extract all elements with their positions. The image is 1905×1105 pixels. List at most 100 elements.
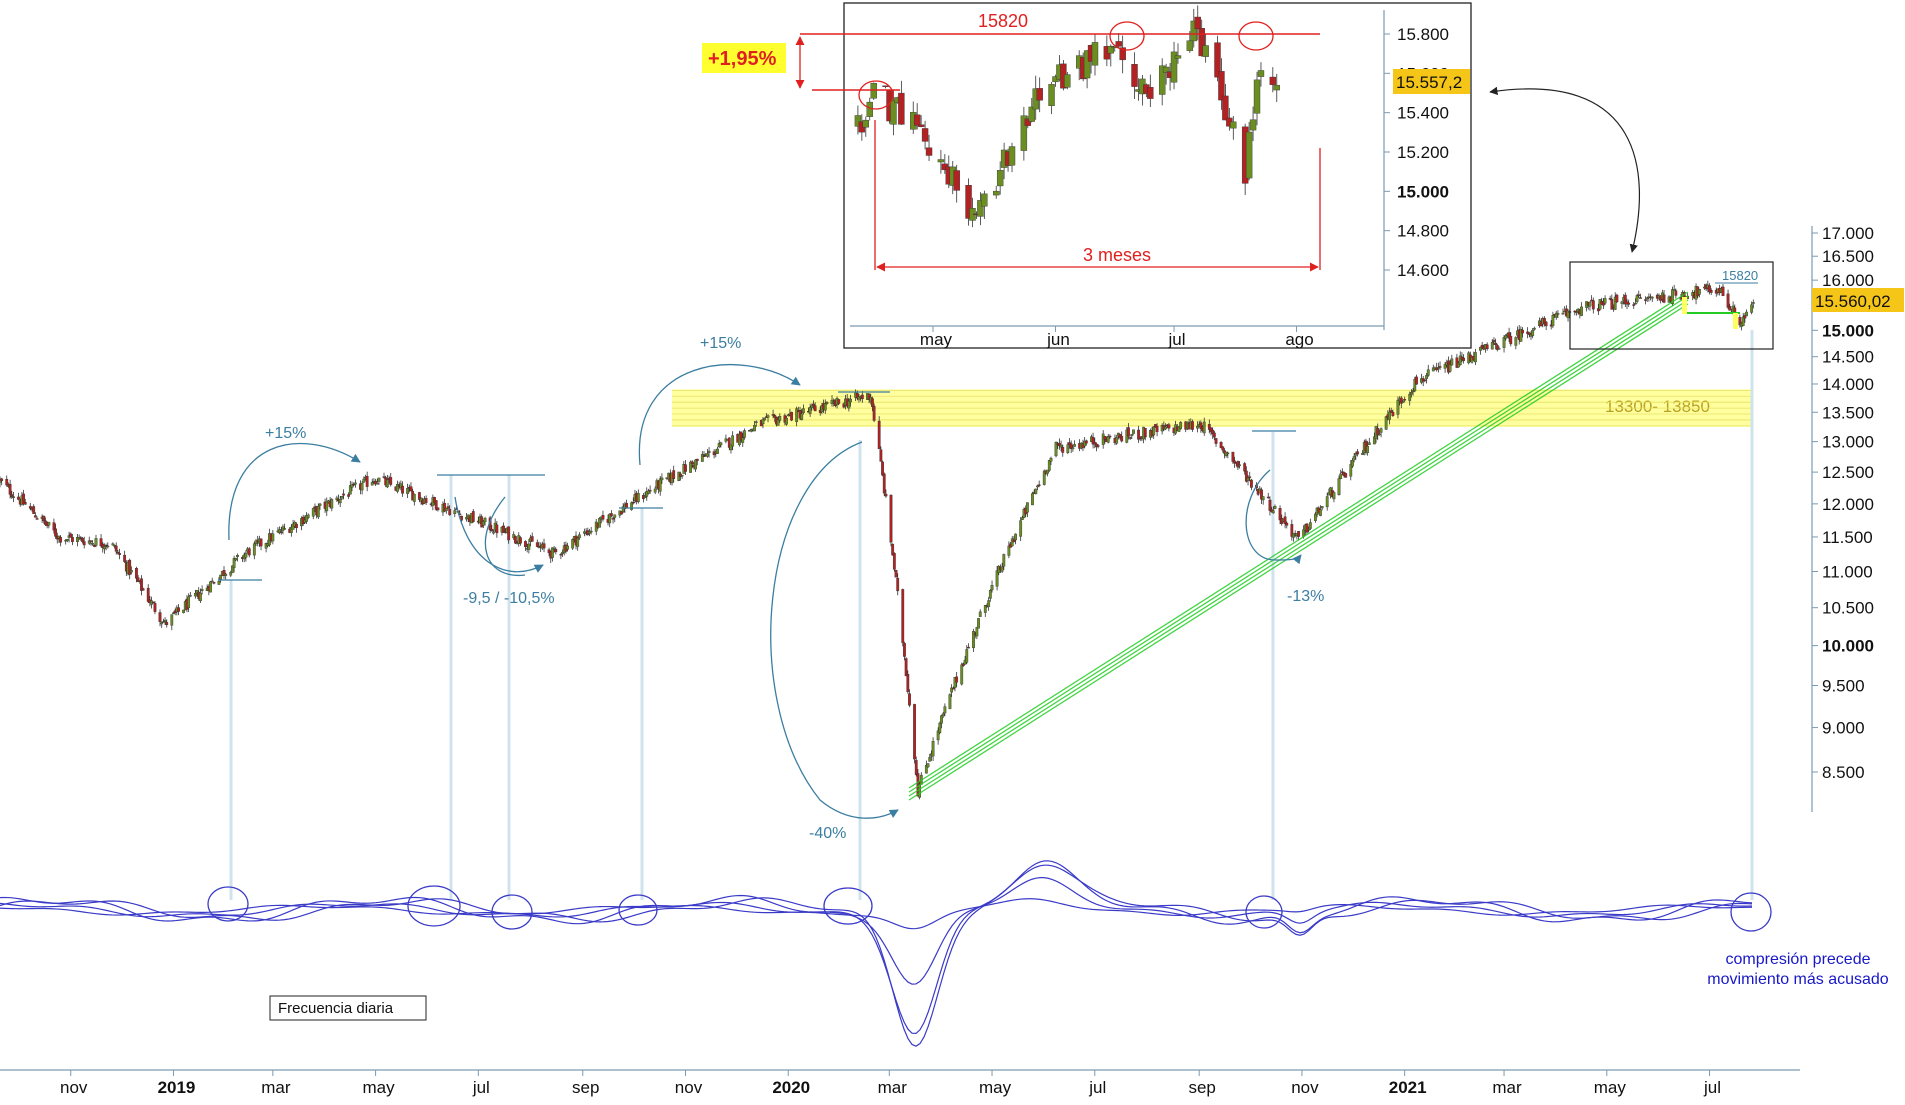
candle-body bbox=[1479, 346, 1482, 351]
event-guide-lines bbox=[229, 330, 1754, 900]
candle-body bbox=[672, 470, 676, 479]
x-tick-label: nov bbox=[60, 1078, 88, 1097]
candle-body bbox=[1332, 492, 1336, 500]
candle-body bbox=[1083, 440, 1087, 447]
candle-body bbox=[588, 531, 591, 534]
candle-body bbox=[1415, 376, 1418, 385]
y-tick-label: 16.500 bbox=[1822, 247, 1874, 266]
candle-body bbox=[291, 523, 295, 530]
candle-body bbox=[444, 508, 448, 512]
candle-body bbox=[763, 418, 767, 421]
candle-body bbox=[177, 607, 180, 612]
candle-body bbox=[941, 713, 945, 716]
candle-body bbox=[1024, 118, 1032, 126]
candle-body bbox=[271, 533, 275, 542]
candle-body bbox=[399, 483, 403, 489]
candle-body bbox=[236, 555, 239, 557]
candle-body bbox=[1551, 315, 1555, 327]
candle-body bbox=[1627, 302, 1631, 305]
candle-body bbox=[193, 593, 197, 597]
candle-body bbox=[1093, 442, 1097, 445]
candle-body bbox=[188, 595, 192, 597]
y-tick-label: 15.000 bbox=[1822, 321, 1874, 340]
candle-body bbox=[1554, 312, 1558, 318]
candle-body bbox=[1118, 434, 1122, 439]
candle-body bbox=[65, 538, 69, 541]
candle-body bbox=[492, 531, 495, 534]
candle-body bbox=[645, 491, 649, 497]
candle-body bbox=[1450, 358, 1454, 366]
arc-down2 bbox=[1245, 469, 1302, 565]
candle-body bbox=[165, 622, 169, 626]
candle-body bbox=[406, 488, 409, 494]
candle-body bbox=[141, 588, 145, 591]
x-tick-label: mar bbox=[261, 1078, 291, 1097]
candle-body bbox=[1083, 50, 1091, 79]
candle-body bbox=[1174, 55, 1182, 59]
recent-box-label: 15820 bbox=[1722, 268, 1758, 283]
candle-body bbox=[611, 517, 615, 520]
candle-body bbox=[795, 408, 799, 423]
candle-body bbox=[961, 663, 965, 666]
candle-body bbox=[702, 455, 706, 457]
candle-body bbox=[937, 159, 945, 163]
candle-body bbox=[825, 402, 829, 404]
candle-body bbox=[1269, 76, 1277, 85]
candle-body bbox=[527, 543, 531, 550]
candle-body bbox=[1290, 524, 1294, 537]
y-tick-label: 12.500 bbox=[1822, 463, 1874, 482]
candle-body bbox=[967, 646, 970, 649]
candle-body bbox=[1411, 390, 1415, 392]
candle-body bbox=[1091, 437, 1095, 445]
y-tick-label: 11.000 bbox=[1822, 563, 1873, 582]
candle-body bbox=[1741, 316, 1745, 326]
candle-body bbox=[1010, 538, 1014, 547]
candle-body bbox=[1170, 51, 1178, 83]
frequency-text: Frecuencia diaria bbox=[278, 1000, 394, 1017]
candle-body bbox=[52, 522, 56, 531]
candle-body bbox=[1119, 47, 1126, 61]
candle-body bbox=[1219, 441, 1223, 449]
peak-circle bbox=[858, 80, 894, 110]
candle-body bbox=[936, 730, 940, 741]
main-last-price-badge: 15.560,02 bbox=[1812, 288, 1904, 312]
candle-body bbox=[1025, 502, 1029, 513]
oscillator-panel bbox=[0, 860, 1753, 1047]
candle-body bbox=[918, 784, 922, 798]
inset-pct-text: +1,95% bbox=[708, 48, 777, 70]
x-tick-label: mar bbox=[1492, 1078, 1522, 1097]
candle-body bbox=[23, 502, 27, 505]
candle-body bbox=[1425, 375, 1428, 379]
candle-body bbox=[700, 454, 704, 462]
candle-body bbox=[1708, 285, 1711, 293]
candle-body bbox=[69, 533, 73, 538]
candle-body bbox=[729, 444, 733, 451]
candle-body bbox=[1037, 484, 1041, 486]
candle-body bbox=[360, 483, 364, 491]
candle-body bbox=[925, 147, 933, 156]
candle-body bbox=[76, 537, 79, 543]
candle-body bbox=[620, 511, 623, 515]
inset-duration-label: 3 meses bbox=[1083, 245, 1151, 265]
candle-body bbox=[217, 580, 221, 585]
candle-body bbox=[953, 677, 957, 689]
candle-body bbox=[1448, 364, 1452, 372]
candle-body bbox=[1143, 428, 1147, 438]
inset-y-tick-label: 15.800 bbox=[1397, 25, 1449, 44]
candle-body bbox=[135, 568, 138, 579]
candle-body bbox=[908, 693, 911, 706]
candle-body bbox=[1199, 422, 1203, 429]
candle-body bbox=[12, 496, 15, 498]
candle-body bbox=[1230, 121, 1237, 129]
candle-body bbox=[1214, 438, 1218, 444]
candle-body bbox=[1435, 367, 1439, 371]
candle-body bbox=[1002, 554, 1006, 567]
candle-body bbox=[561, 551, 564, 554]
candle-body bbox=[1634, 302, 1637, 305]
candle-body bbox=[1474, 352, 1477, 363]
candle-body bbox=[289, 526, 293, 533]
x-tick-label: sep bbox=[1188, 1078, 1215, 1097]
candle-body bbox=[996, 170, 1004, 187]
candle-body bbox=[636, 493, 640, 502]
candle-body bbox=[1198, 28, 1205, 57]
